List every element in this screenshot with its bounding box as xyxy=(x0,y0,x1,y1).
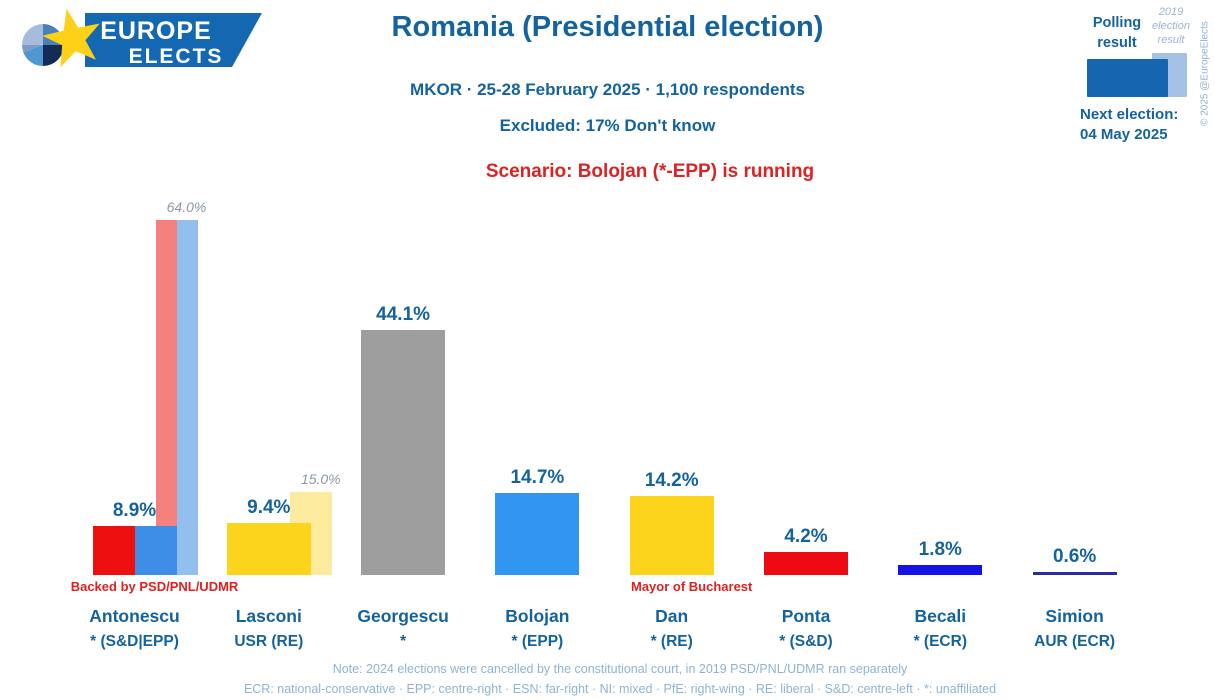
bar-segment xyxy=(1032,571,1117,575)
previous-value-label: 64.0% xyxy=(166,199,207,215)
candidate-label: Simion AUR (ECR) xyxy=(987,604,1163,654)
bar-segment xyxy=(134,525,177,575)
polling-result-bar xyxy=(226,522,311,575)
polling-result-bar xyxy=(495,493,580,575)
candidate-name: Dan xyxy=(655,606,689,626)
polling-result-bar xyxy=(629,496,714,575)
candidate-name: Lasconi xyxy=(235,606,302,626)
scenario-note: Scenario: Bolojan (*-EPP) is running xyxy=(485,161,815,182)
bar-segment xyxy=(629,496,714,575)
next-election-label: Next election: 04 May 2025 xyxy=(1080,105,1210,145)
legend-polling-swatch xyxy=(1087,59,1168,97)
bar-segment xyxy=(764,551,848,575)
previous-result-bar xyxy=(155,220,198,575)
previous-bar-segment xyxy=(155,220,177,575)
previous-bar-segment xyxy=(176,220,198,575)
polling-result-bar xyxy=(764,551,848,575)
polling-result-bar xyxy=(1032,571,1117,575)
candidate-party: * (S&D) xyxy=(779,633,833,650)
candidate-party: AUR (ECR) xyxy=(1034,633,1116,650)
legend-polling-label: Polling result xyxy=(1092,15,1142,51)
europe-elects-logo: EUROPE ELECTS xyxy=(15,5,275,80)
logo-text-europe: EUROPE xyxy=(100,17,212,45)
candidate-name: Becali xyxy=(914,606,967,626)
polling-result-bar xyxy=(92,525,177,575)
footer-party-legend: ECR: national-conservative · EPP: centre… xyxy=(243,682,997,696)
value-label: 14.7% xyxy=(510,467,565,489)
value-label: 1.8% xyxy=(918,539,962,561)
candidate-label: Bolojan * (EPP) xyxy=(449,604,625,654)
excluded-note: Excluded: 17% Don't know xyxy=(499,116,716,135)
next-election-title: Next election: xyxy=(1080,106,1179,123)
candidate-name: Ponta xyxy=(781,606,831,626)
bar-segment xyxy=(495,493,580,575)
bar-segment xyxy=(226,522,311,575)
polling-result-bar xyxy=(898,565,983,575)
value-label: 8.9% xyxy=(112,499,157,521)
candidate-annotation: Backed by PSD/PNL/UDMR xyxy=(70,579,239,594)
polling-result-bar xyxy=(361,330,446,575)
candidate-label: Georgescu * xyxy=(315,604,491,654)
footer-note: Note: 2024 elections were cancelled by t… xyxy=(332,662,908,676)
candidate-label: Becali * (ECR) xyxy=(852,604,1028,654)
candidate-label: Dan * (RE) xyxy=(584,604,760,654)
candidate-party: USR (RE) xyxy=(234,633,304,650)
value-label: 44.1% xyxy=(376,304,431,326)
poll-info: MKOR · 25-28 February 2025 · 1,100 respo… xyxy=(410,80,805,99)
next-election-date: 04 May 2025 xyxy=(1080,126,1168,143)
bar-segment xyxy=(361,330,446,575)
value-label: 9.4% xyxy=(247,496,291,518)
candidate-label: Ponta * (S&D) xyxy=(718,604,894,654)
candidate-label: Antonescu * (S&D|EPP) xyxy=(47,604,223,654)
candidate-annotation: Mayor of Bucharest xyxy=(631,579,753,594)
candidate-party: * xyxy=(400,633,407,650)
candidate-name: Georgescu xyxy=(357,606,449,626)
value-label: 4.2% xyxy=(784,525,828,547)
bar-segment xyxy=(898,565,983,575)
previous-value-label: 15.0% xyxy=(300,470,341,487)
candidate-party: * (S&D|EPP) xyxy=(90,633,179,650)
logo-text-elects: ELECTS xyxy=(129,45,224,68)
candidate-name: Bolojan xyxy=(505,606,570,626)
candidate-party: * (EPP) xyxy=(511,633,564,650)
candidate-name: Simion xyxy=(1045,606,1104,626)
value-label: 14.2% xyxy=(644,470,699,492)
value-label: 0.6% xyxy=(1052,545,1097,567)
logo-banner xyxy=(85,13,262,67)
candidate-label: Lasconi USR (RE) xyxy=(181,604,357,654)
logo-star-icon xyxy=(42,8,100,68)
legend-2019-label: 2019 election result xyxy=(1152,6,1190,46)
bar-segment xyxy=(92,525,135,575)
candidate-party: * (RE) xyxy=(650,633,693,650)
candidate-name: Antonescu xyxy=(89,606,180,626)
logo-graphic: EUROPE ELECTS xyxy=(22,8,262,68)
page-title: Romania (Presidential election) xyxy=(391,11,824,43)
candidate-party: * (ECR) xyxy=(913,633,967,650)
